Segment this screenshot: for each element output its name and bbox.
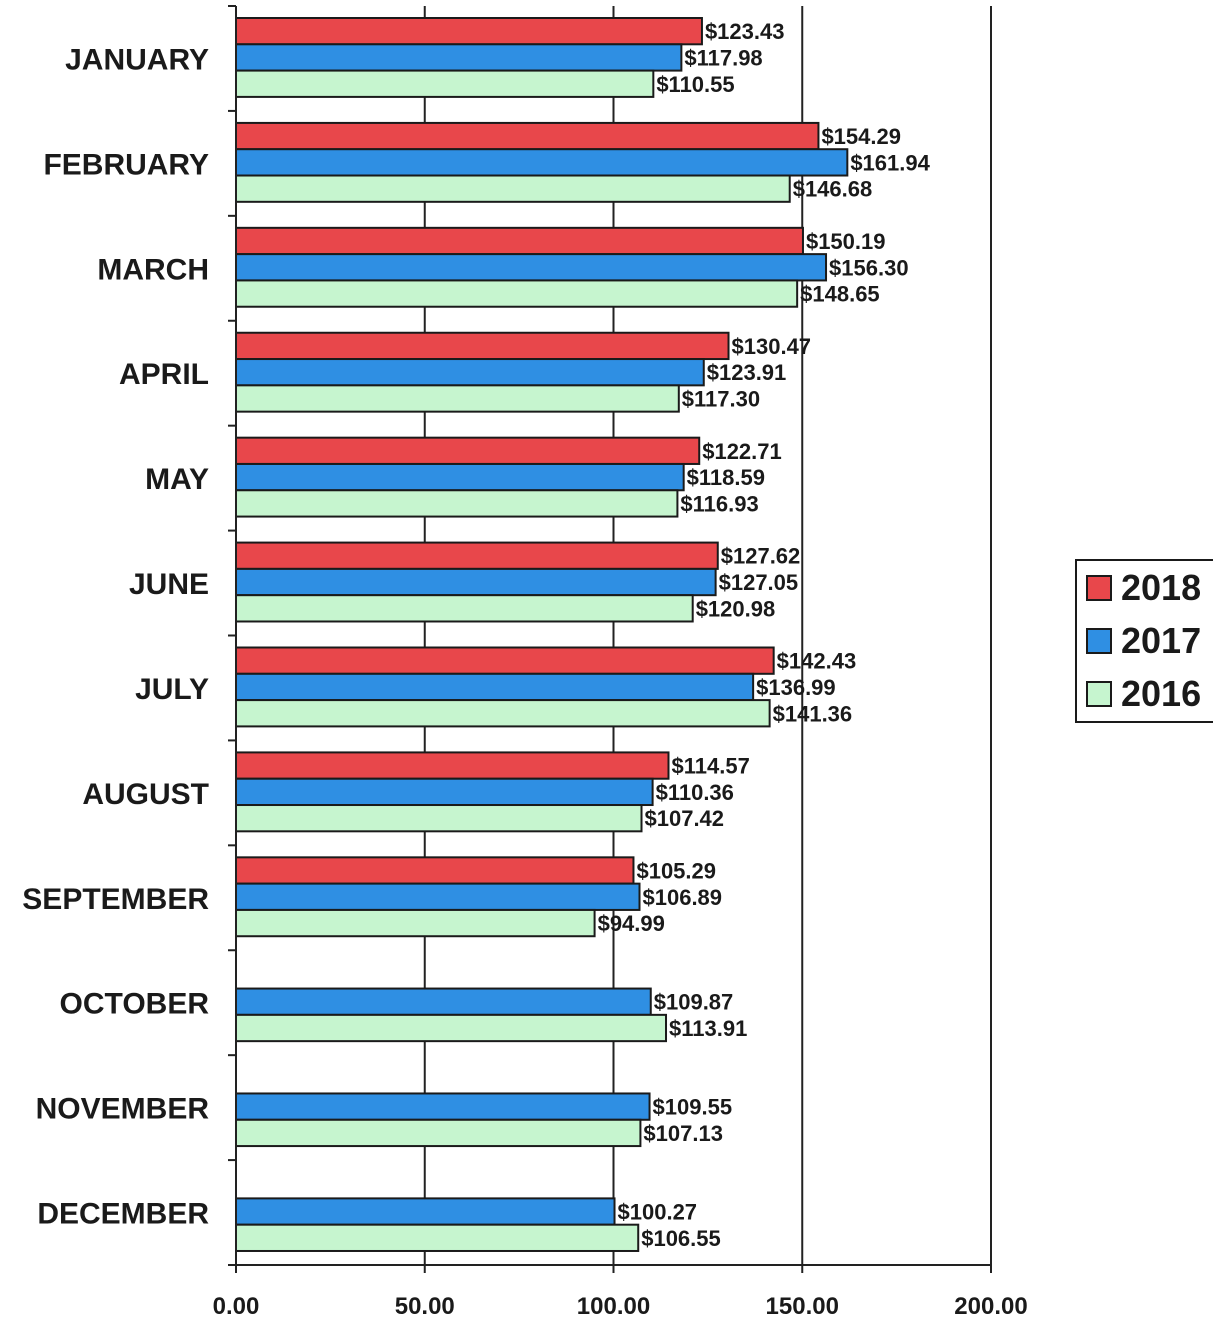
- category-label: APRIL: [119, 358, 209, 391]
- x-tick-label: 0.00: [213, 1293, 260, 1317]
- bar-2016-august: [235, 804, 643, 833]
- bar-2018-september: [235, 856, 635, 885]
- category-label: OCTOBER: [60, 988, 210, 1021]
- bar-2017-april: [235, 358, 705, 387]
- data-label: $136.99: [756, 675, 836, 700]
- data-label: $109.87: [654, 990, 734, 1015]
- bar-2017-january: [235, 43, 683, 72]
- legend-swatch-2018: [1086, 575, 1112, 601]
- data-label: $114.57: [672, 754, 750, 779]
- data-label: $142.43: [777, 649, 857, 674]
- category-label: FEBRUARY: [43, 148, 209, 181]
- data-label: $94.99: [598, 911, 665, 936]
- bar-2016-july: [235, 699, 771, 728]
- data-label: $109.55: [653, 1095, 733, 1120]
- data-labels: $123.43$117.98$110.55 $154.29$161.94$146.…: [598, 19, 931, 1251]
- data-label: $120.98: [696, 596, 776, 621]
- bar-2017-march: [235, 253, 828, 282]
- x-tick-label: 150.00: [766, 1293, 839, 1317]
- gridlines: [423, 6, 992, 1265]
- bar-2018-august: [235, 751, 670, 780]
- bar-2018-june: [235, 541, 719, 570]
- legend-label: 2017: [1121, 620, 1201, 661]
- data-label: $106.89: [643, 885, 723, 910]
- data-label: $116.93: [680, 491, 758, 516]
- x-tick-label: 50.00: [395, 1293, 455, 1317]
- data-label: $110.36: [656, 780, 734, 805]
- data-label: $117.30: [682, 387, 760, 412]
- category-labels: JANUARY FEBRUARY MARCH APRIL MAY JUNE JULY AUGU…: [22, 43, 209, 1230]
- category-label: MARCH: [97, 253, 209, 286]
- data-label: $161.94: [850, 150, 930, 175]
- legend: 2018 2017 2016: [1075, 559, 1213, 723]
- data-label: $141.36: [773, 701, 853, 726]
- data-label: $123.43: [705, 19, 785, 44]
- bar-2018-january: [235, 17, 703, 46]
- data-label: $117.98: [684, 45, 762, 70]
- data-label: $150.19: [806, 229, 886, 254]
- bar-2016-june: [235, 594, 694, 623]
- category-label: DECEMBER: [37, 1198, 209, 1231]
- legend-swatch-2016: [1086, 681, 1112, 707]
- bar-2016-may: [235, 489, 679, 518]
- data-label: $156.30: [829, 255, 909, 280]
- data-label: $100.27: [618, 1200, 698, 1225]
- category-label: JANUARY: [65, 43, 209, 76]
- bar-2018-february: [235, 121, 820, 151]
- bar-2017-june: [235, 567, 717, 597]
- bar-2016-october: [235, 1013, 668, 1043]
- bar-2017-september: [235, 882, 641, 911]
- bar-2017-november: [235, 1092, 651, 1121]
- data-label: $154.29: [821, 124, 901, 149]
- bar-2018-april: [235, 331, 730, 361]
- legend-label: 2018: [1121, 567, 1201, 608]
- bar-2017-august: [235, 777, 654, 807]
- tick-labels: 0.00 50.00 100.00 150.00 200.00: [213, 1293, 1028, 1317]
- bar-2017-july: [235, 672, 755, 702]
- bar-2018-march: [235, 226, 804, 256]
- data-label: $110.55: [656, 72, 734, 97]
- data-label: $105.29: [636, 858, 716, 883]
- data-label: $123.91: [707, 360, 787, 385]
- bar-2016-january: [235, 69, 655, 98]
- category-label: JULY: [135, 673, 209, 706]
- bar-2017-december: [235, 1197, 616, 1226]
- category-label: MAY: [145, 463, 209, 496]
- bar-2016-september: [235, 908, 596, 938]
- legend-label: 2016: [1121, 673, 1201, 714]
- data-label: $127.62: [721, 544, 801, 569]
- bar-2016-november: [235, 1118, 642, 1148]
- bars: [235, 17, 849, 1252]
- data-label: $130.47: [732, 334, 812, 359]
- data-label: $107.13: [643, 1121, 723, 1146]
- bar-2017-may: [235, 462, 685, 492]
- category-label: JUNE: [129, 568, 209, 601]
- bar-2018-july: [235, 646, 775, 675]
- bar-2016-february: [235, 174, 791, 203]
- category-label: NOVEMBER: [36, 1093, 210, 1126]
- bar-2016-april: [235, 384, 680, 413]
- bar-2017-october: [235, 987, 652, 1016]
- data-label: $118.59: [687, 465, 765, 490]
- x-tick-label: 100.00: [577, 1293, 650, 1317]
- bar-2017-february: [235, 148, 849, 177]
- data-label: $113.91: [669, 1016, 747, 1041]
- data-label: $146.68: [793, 177, 873, 202]
- data-label: $107.42: [645, 806, 725, 831]
- x-tick-label: 200.00: [954, 1293, 1027, 1317]
- data-label: $122.71: [702, 439, 782, 464]
- data-label: $106.55: [641, 1226, 721, 1251]
- legend-swatch-2017: [1086, 628, 1112, 654]
- category-label: AUGUST: [82, 778, 209, 811]
- bar-2016-march: [235, 279, 799, 308]
- bar-2016-december: [235, 1223, 640, 1252]
- bar-2018-may: [235, 436, 701, 465]
- data-label: $127.05: [719, 570, 799, 595]
- axes: [228, 5, 992, 1273]
- data-label: $148.65: [800, 282, 880, 307]
- category-label: SEPTEMBER: [22, 883, 209, 916]
